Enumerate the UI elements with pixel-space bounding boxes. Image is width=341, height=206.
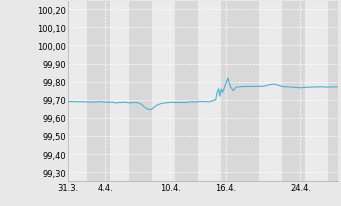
Bar (68, 2, 87, 181)
Bar (129, 2, 152, 181)
Bar (328, 2, 338, 181)
Bar (305, 2, 328, 181)
Bar (221, 2, 258, 181)
Bar (198, 2, 221, 181)
Bar (175, 2, 198, 181)
Bar (110, 2, 129, 181)
Bar (87, 2, 110, 181)
Bar (152, 2, 175, 181)
Bar (282, 2, 305, 181)
Bar (258, 2, 282, 181)
